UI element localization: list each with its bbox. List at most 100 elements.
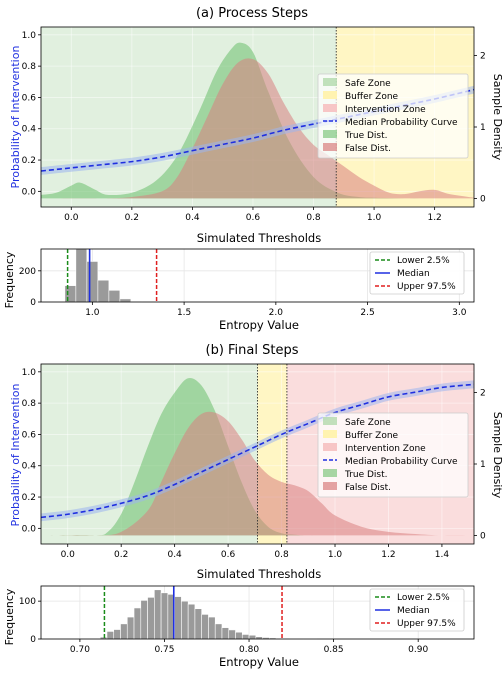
hist-legend-upper-label: Upper 97.5% bbox=[397, 282, 456, 292]
hist-legend-lower-label: Lower 2.5% bbox=[397, 256, 450, 266]
hist-y-tick-label: 0 bbox=[30, 298, 36, 308]
hist-bar bbox=[215, 624, 222, 639]
hist-bar bbox=[188, 604, 195, 639]
hist-bar bbox=[229, 630, 236, 639]
hist-y-tick-label: 100 bbox=[19, 597, 36, 607]
y-tick-label: 1.0 bbox=[22, 31, 37, 41]
legend-swatch-safe bbox=[323, 78, 337, 86]
panel-a-hist-xlabel: Entropy Value bbox=[219, 318, 299, 332]
legend-swatch-buffer bbox=[323, 91, 337, 99]
legend-swatch-buffer bbox=[323, 430, 337, 438]
hist-bar bbox=[175, 597, 182, 639]
x-tick-label: 1.0 bbox=[328, 550, 343, 560]
hist-bar bbox=[141, 600, 148, 639]
hist-bar bbox=[98, 280, 109, 302]
hist-x-tick-label: 1.0 bbox=[85, 308, 100, 318]
hist-y-tick-label: 0 bbox=[30, 635, 36, 645]
y-tick-label: 0.2 bbox=[22, 493, 36, 503]
hist-bar bbox=[114, 630, 121, 639]
y-right-tick-label: 1 bbox=[480, 460, 486, 470]
legend-swatch-true-dist bbox=[323, 130, 337, 138]
y-tick-label: 0.0 bbox=[22, 187, 37, 197]
legend-label-true-dist: True Dist. bbox=[344, 470, 388, 480]
panel-b-hist-legend: Lower 2.5% Median Upper 97.5% bbox=[370, 589, 464, 631]
hist-x-tick-label: 2.5 bbox=[360, 308, 374, 318]
hist-bar bbox=[148, 597, 155, 639]
x-tick-label: 0.6 bbox=[221, 550, 236, 560]
y-right-tick-label: 2 bbox=[480, 389, 486, 399]
hist-x-tick-label: 0.80 bbox=[239, 645, 259, 655]
hist-bar bbox=[222, 628, 229, 639]
legend-label-intervention: Intervention Zone bbox=[345, 444, 426, 454]
legend-label-median-curve: Median Probability Curve bbox=[345, 118, 458, 128]
x-tick-label: 0.2 bbox=[114, 550, 128, 560]
hist-x-tick-label: 1.5 bbox=[177, 308, 191, 318]
y-tick-label: 0.8 bbox=[22, 62, 37, 72]
y-right-tick-label: 0 bbox=[480, 194, 486, 204]
panel-a-hist-ylabel: Frequency bbox=[3, 251, 16, 308]
panel-a-xlabel: Simulated Thresholds bbox=[197, 231, 321, 245]
legend-swatch-false-dist bbox=[323, 482, 337, 490]
x-tick-label: 0.4 bbox=[185, 213, 200, 223]
hist-x-tick-label: 3.0 bbox=[452, 308, 467, 318]
panel-b-legend: Safe Zone Buffer Zone Intervention Zone … bbox=[318, 413, 468, 497]
legend-swatch-intervention bbox=[323, 443, 337, 451]
hist-bar bbox=[181, 601, 188, 639]
legend-label-false-dist: False Dist. bbox=[345, 483, 391, 493]
hist-x-tick-label: 0.85 bbox=[324, 645, 344, 655]
hist-legend-upper-label: Upper 97.5% bbox=[397, 619, 456, 629]
hist-bar bbox=[236, 632, 243, 639]
hist-legend-median-label: Median bbox=[397, 269, 430, 279]
x-tick-label: 0.8 bbox=[306, 213, 321, 223]
hist-bar bbox=[107, 631, 114, 639]
hist-bar bbox=[249, 635, 256, 639]
y-tick-label: 0.0 bbox=[22, 524, 37, 534]
hist-bar bbox=[202, 614, 209, 639]
legend-label-safe: Safe Zone bbox=[345, 79, 391, 89]
hist-bar bbox=[76, 249, 87, 302]
panel-b-ylabel-right: Sample Density bbox=[491, 412, 504, 499]
legend-label-median-curve: Median Probability Curve bbox=[345, 457, 458, 467]
hist-bar bbox=[134, 608, 141, 639]
panel-b-title: (b) Final Steps bbox=[206, 343, 299, 358]
panel-a-hist-legend: Lower 2.5% Median Upper 97.5% bbox=[370, 252, 464, 294]
y-tick-label: 0.2 bbox=[22, 156, 36, 166]
hist-x-tick-label: 2.0 bbox=[269, 308, 284, 318]
panel-b-ylabel: Probability of Intervention bbox=[9, 384, 22, 527]
hist-bar bbox=[161, 593, 168, 639]
panel-a-ylabel: Probability of Intervention bbox=[9, 46, 22, 189]
panel-a-ylabel-right: Sample Density bbox=[491, 74, 504, 161]
legend-swatch-true-dist bbox=[323, 469, 337, 477]
x-tick-label: 1.2 bbox=[427, 213, 441, 223]
hist-bar bbox=[120, 624, 127, 639]
legend-swatch-intervention bbox=[323, 104, 337, 112]
x-tick-label: 0.0 bbox=[61, 550, 76, 560]
hist-x-tick-label: 0.90 bbox=[408, 645, 428, 655]
hist-legend-lower-label: Lower 2.5% bbox=[397, 593, 450, 603]
hist-bar bbox=[120, 299, 131, 302]
hist-bar bbox=[208, 617, 215, 639]
y-right-tick-label: 1 bbox=[480, 123, 486, 133]
hist-bar bbox=[127, 617, 134, 639]
panel-a-legend: Safe Zone Buffer Zone Intervention Zone … bbox=[318, 74, 468, 158]
y-right-tick-label: 0 bbox=[480, 531, 486, 541]
x-tick-label: 0.4 bbox=[167, 550, 182, 560]
x-tick-label: 1.2 bbox=[381, 550, 395, 560]
hist-x-tick-label: 0.75 bbox=[154, 645, 174, 655]
hist-bar bbox=[65, 286, 76, 302]
y-tick-label: 0.4 bbox=[22, 462, 37, 472]
legend-label-safe: Safe Zone bbox=[345, 418, 391, 428]
x-tick-label: 1.0 bbox=[367, 213, 382, 223]
x-tick-label: 0.2 bbox=[125, 213, 139, 223]
y-tick-label: 0.4 bbox=[22, 125, 37, 135]
y-tick-label: 0.6 bbox=[22, 430, 37, 440]
x-tick-label: 1.4 bbox=[435, 550, 450, 560]
y-tick-label: 1.0 bbox=[22, 368, 37, 378]
panel-b-xlabel: Simulated Thresholds bbox=[197, 567, 321, 581]
x-tick-label: 0.8 bbox=[274, 550, 289, 560]
hist-bar bbox=[154, 590, 161, 639]
y-tick-label: 0.6 bbox=[22, 93, 37, 103]
legend-label-buffer: Buffer Zone bbox=[345, 431, 399, 441]
y-tick-label: 0.8 bbox=[22, 399, 37, 409]
hist-bar bbox=[87, 261, 98, 302]
